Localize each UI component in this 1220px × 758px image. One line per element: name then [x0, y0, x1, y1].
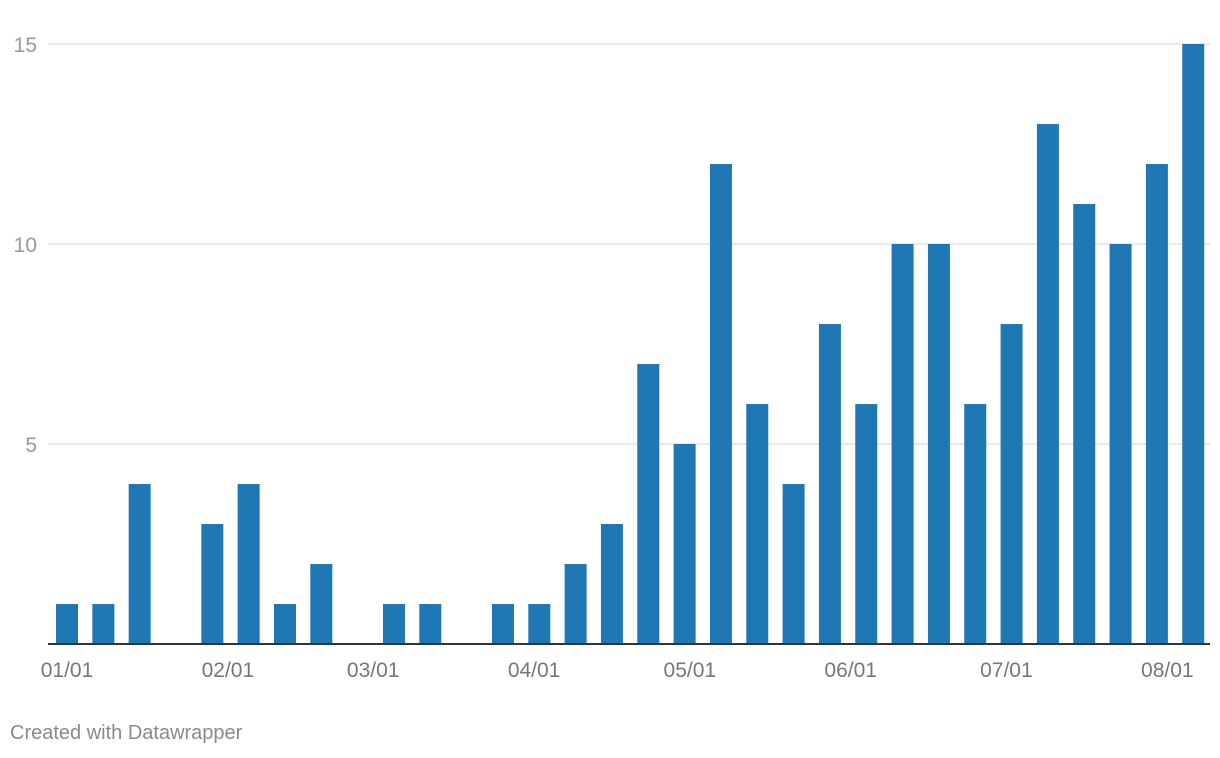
- grid-lines: [48, 43, 1210, 445]
- bar: [419, 604, 442, 644]
- bar: [528, 604, 551, 644]
- y-tick-label: 5: [25, 434, 37, 457]
- bar: [1036, 124, 1059, 644]
- bar: [1182, 44, 1205, 644]
- x-tick-label: 03/01: [347, 659, 400, 682]
- bar: [273, 604, 296, 644]
- bar: [637, 364, 660, 644]
- bar: [92, 604, 115, 644]
- bar: [927, 244, 950, 644]
- y-tick-label: 10: [14, 234, 37, 257]
- bar-chart: 5 10 15 01/01 02/01 03/01 04/01 05/01 06/01 07/0…: [14, 34, 1210, 682]
- x-axis-ticks: 01/01 02/01 03/01 04/01 05/01 06/01 07/01 08/01: [41, 659, 1194, 682]
- y-tick-label: 15: [14, 34, 37, 57]
- bar: [891, 244, 914, 644]
- bar: [237, 484, 260, 644]
- credit-text: Created with Datawrapper: [10, 722, 243, 744]
- x-tick-label: 06/01: [824, 659, 877, 682]
- bar: [56, 604, 78, 644]
- bar: [1000, 324, 1023, 644]
- bar: [855, 404, 878, 644]
- bar: [964, 404, 987, 644]
- bar: [1145, 164, 1168, 644]
- bar: [782, 484, 805, 644]
- bar: [709, 164, 732, 644]
- bar: [310, 564, 333, 644]
- y-axis-ticks: 5 10 15: [14, 34, 37, 457]
- bar: [201, 524, 224, 644]
- x-tick-label: 08/01: [1141, 659, 1194, 682]
- x-tick-label: 05/01: [664, 659, 717, 682]
- bar: [600, 524, 623, 644]
- bar: [746, 404, 769, 644]
- bars: [56, 44, 1205, 644]
- bar: [128, 484, 151, 644]
- x-tick-label: 07/01: [980, 659, 1033, 682]
- bar: [1073, 204, 1096, 644]
- bar: [818, 324, 841, 644]
- x-tick-label: 04/01: [508, 659, 561, 682]
- bar: [673, 444, 696, 644]
- bar: [491, 604, 514, 644]
- x-tick-label: 02/01: [202, 659, 255, 682]
- bar: [564, 564, 587, 644]
- bar: [1109, 244, 1132, 644]
- x-tick-label: 01/01: [41, 659, 94, 682]
- bar: [382, 604, 405, 644]
